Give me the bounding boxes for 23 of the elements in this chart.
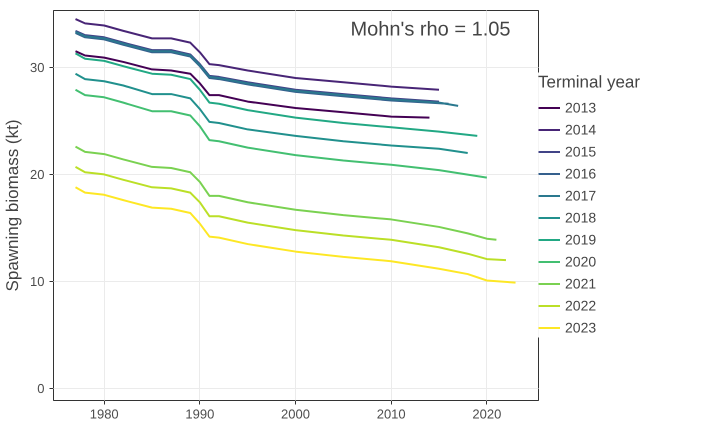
legend-label: 2019 [565, 232, 596, 248]
y-tick-label: 10 [30, 274, 45, 290]
x-tick-label: 2020 [472, 406, 502, 422]
legend-label: 2023 [565, 320, 596, 336]
legend-label: 2017 [565, 188, 596, 204]
legend-label: 2021 [565, 276, 596, 292]
y-axis-title: Spawning biomass (kt) [3, 120, 22, 292]
x-tick-label: 1990 [185, 406, 214, 422]
y-tick-label: 20 [30, 166, 45, 182]
legend-label: 2016 [565, 166, 596, 182]
legend-title: Terminal year [538, 72, 640, 92]
legend-label: 2020 [565, 254, 596, 270]
legend-label: 2013 [565, 100, 596, 116]
x-tick-label: 1980 [90, 406, 119, 422]
y-tick-label: 30 [30, 60, 45, 75]
x-tick-label: 2000 [281, 406, 310, 422]
legend-label: 2015 [565, 144, 596, 160]
y-tick-label: 0 [37, 381, 45, 396]
x-tick-label: 2010 [376, 406, 406, 422]
legend-label: 2018 [565, 210, 596, 226]
legend-label: 2014 [565, 122, 596, 138]
annotation: Mohn's rho = 1.05 [350, 18, 510, 40]
legend-label: 2022 [565, 298, 596, 314]
